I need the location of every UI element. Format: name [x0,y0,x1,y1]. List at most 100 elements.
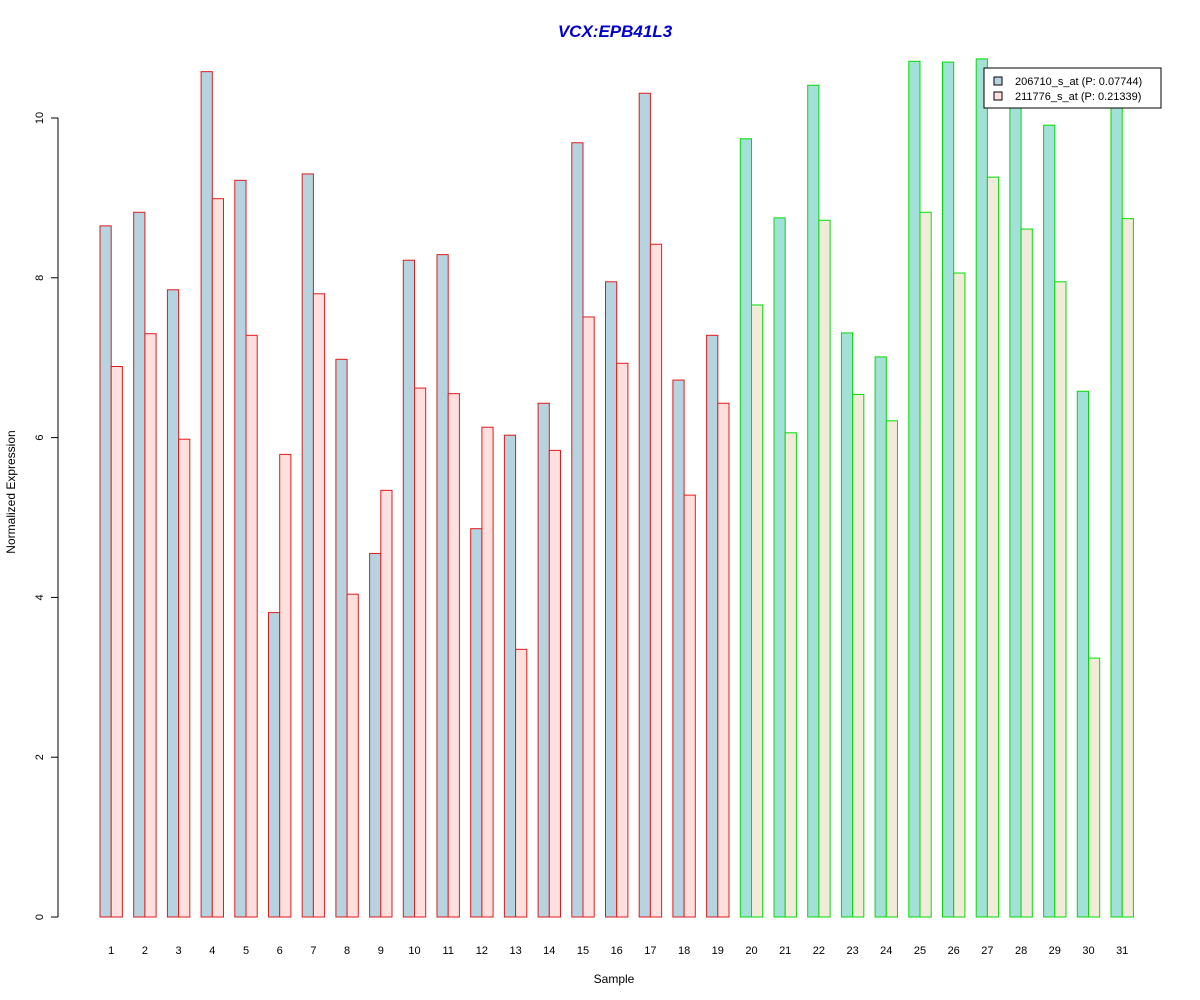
y-tick-label: 4 [34,594,46,600]
x-tick-label: 30 [1082,945,1094,957]
bar-206710-sample-20 [739,138,752,918]
x-tick-label: 3 [176,945,182,957]
bar-206710-sample-19 [706,334,719,918]
bar-206710-sample-6 [268,612,281,918]
legend-box [983,67,1162,109]
bar-206710-sample-28 [1009,101,1022,918]
bar-211776-sample-19 [717,402,730,918]
y-axis: 0 2 4 6 8 10 [34,112,59,920]
bar-206710-sample-29 [1043,124,1056,918]
bar-206710-sample-3 [166,289,180,918]
bar-211776-sample-14 [548,449,561,918]
bar-211776-sample-27 [986,176,1000,918]
x-tick-label: 26 [948,945,960,957]
y-tick-label: 10 [34,112,46,124]
bar-206710-sample-8 [335,358,348,918]
x-tick-label: 22 [813,945,825,957]
bar-211776-sample-8 [346,593,359,918]
bar-206710-sample-2 [133,211,146,918]
bar-211776-sample-4 [211,198,225,918]
x-tick-label: 14 [543,945,555,957]
x-tick-label: 24 [880,945,892,957]
bar-211776-sample-7 [312,293,326,918]
bar-206710-sample-22 [807,84,820,918]
bar-211776-sample-12 [481,426,494,918]
bar-211776-sample-28 [1020,228,1033,918]
bar-206710-sample-11 [436,254,449,918]
bar-206710-sample-14 [537,402,550,918]
x-tick-label: 1 [108,945,114,957]
x-tick-label: 13 [509,945,521,957]
bar-211776-sample-29 [1054,281,1067,918]
bar-206710-sample-1 [99,225,112,918]
bar-211776-sample-20 [751,304,764,918]
x-tick-label: 20 [745,945,757,957]
bar-211776-sample-23 [852,393,865,918]
bar-206710-sample-4 [200,71,213,918]
bar-211776-sample-3 [178,438,191,918]
legend-swatch-series-2 [993,91,1003,101]
bar-206710-sample-23 [840,332,854,918]
x-tick-label: 23 [846,945,858,957]
legend-label-series-2: 211776_s_at (P: 0.21339) [1015,91,1141,103]
x-tick-label: 12 [476,945,488,957]
x-tick-label: 19 [712,945,724,957]
bar-206710-sample-27 [975,58,988,918]
bar-211776-sample-2 [144,333,157,918]
x-tick-label: 4 [209,945,215,957]
bar-206710-sample-5 [234,179,247,918]
bar-206710-sample-26 [942,61,955,918]
x-tick-label: 8 [344,945,350,957]
x-tick-label: 11 [442,945,453,957]
bar-211776-sample-17 [649,243,663,918]
bar-211776-sample-15 [582,316,595,918]
x-tick-label: 2 [142,945,148,957]
bar-211776-sample-1 [110,365,123,918]
y-axis-label: Normalized Expression [4,430,18,553]
bar-206710-sample-18 [672,379,685,918]
x-axis-label: Sample [594,972,635,986]
x-tick-labels: 1 2 3 4 5 6 7 8 9 10 11 12 13 14 15 16 17 18 19 20 21 22 23 24 2… [108,945,1128,957]
y-tick-label: 8 [34,275,46,281]
x-tick-label: 21 [779,945,791,957]
x-tick-label: 5 [243,945,249,957]
x-tick-label: 7 [310,945,316,957]
legend-label-series-1: 206710_s_at (P: 0.07744) [1015,76,1142,88]
bar-206710-sample-31 [1110,93,1123,918]
x-tick-label: 16 [611,945,623,957]
bar-211776-sample-21 [784,432,797,918]
bar-206710-sample-17 [638,92,651,918]
legend: 206710_s_at (P: 0.07744) 211776_s_at (P:… [983,67,1162,109]
bar-206710-sample-10 [402,259,415,918]
bar-206710-sample-25 [908,60,921,918]
x-tick-label: 27 [981,945,993,957]
bar-211776-sample-16 [616,362,629,918]
bar-211776-sample-22 [818,219,831,918]
y-tick-label: 2 [34,754,46,760]
x-tick-label: 18 [678,945,690,957]
bar-206710-sample-21 [773,217,786,918]
bar-211776-sample-13 [515,648,528,918]
bar-206710-sample-30 [1076,390,1090,918]
bar-211776-sample-9 [380,489,393,918]
bar-211776-sample-26 [953,272,966,918]
x-tick-label: 9 [378,945,384,957]
bar-211776-sample-18 [683,494,696,918]
x-tick-label: 28 [1015,945,1027,957]
bar-206710-sample-16 [605,281,618,918]
bar-206710-sample-9 [369,552,382,918]
x-tick-label: 6 [277,945,283,957]
x-tick-label: 29 [1049,945,1061,957]
bar-211776-sample-31 [1121,218,1134,918]
bar-211776-sample-30 [1088,657,1101,918]
bar-211776-sample-10 [414,387,427,918]
bar-211776-sample-24 [885,420,898,918]
y-tick-label: 6 [34,435,46,441]
x-tick-label: 15 [577,945,589,957]
x-tick-label: 25 [914,945,926,957]
y-tick-label: 0 [34,914,46,920]
bars-group [99,58,1134,918]
bar-206710-sample-13 [503,434,517,918]
chart-title: VCX:EPB41L3 [558,22,673,41]
